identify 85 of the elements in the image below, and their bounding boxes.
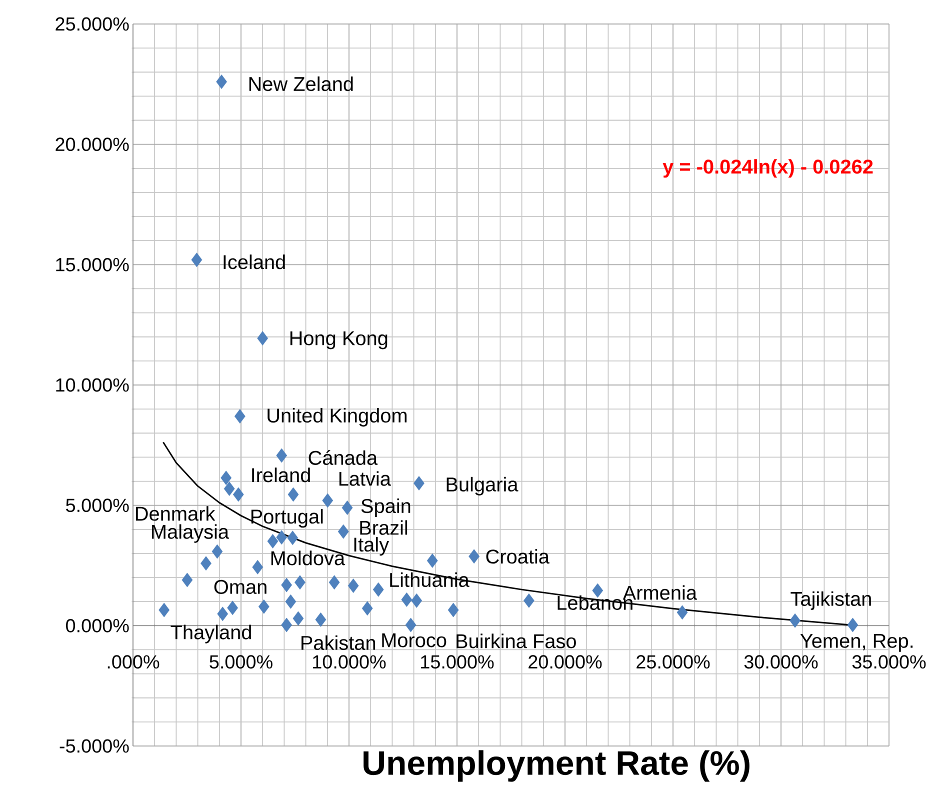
y-tick-label: -5.000%: [60, 739, 129, 753]
point: [292, 611, 304, 626]
annotation: Brazil: [360, 520, 408, 535]
point: [182, 572, 193, 588]
annotation: Iceland: [224, 254, 285, 270]
point: [322, 493, 334, 508]
point: [401, 592, 412, 607]
annotation: Tajikistan: [790, 591, 871, 610]
point: [276, 530, 288, 545]
point: [212, 544, 223, 559]
point: [342, 500, 353, 515]
point: [348, 578, 359, 593]
point: [338, 524, 349, 539]
point: [523, 593, 534, 608]
y-tick-label: 10.000%: [56, 378, 129, 392]
annotation: Lithuania: [390, 572, 470, 588]
point: [217, 606, 228, 622]
point: [426, 553, 438, 568]
annotation: Portugal: [251, 509, 323, 528]
x-tick-label: 5.000%: [210, 655, 272, 669]
annotation: Bulgaria: [446, 476, 518, 496]
annotation: Pakistan: [302, 635, 376, 650]
point: [414, 476, 424, 490]
point: [372, 582, 384, 597]
annotation: Yemen, Rep.: [800, 634, 913, 652]
point: [191, 252, 202, 268]
annotation: United Kingdom: [268, 408, 407, 427]
x-tick-label: 15.000%: [421, 655, 494, 669]
y-tick-label: 20.000%: [56, 138, 129, 152]
point: [276, 448, 288, 463]
point: [216, 74, 228, 89]
point: [676, 605, 688, 620]
point: [227, 600, 238, 616]
x-tick-label: 25.000%: [636, 655, 710, 669]
y-tick-label: 5.000%: [66, 498, 129, 512]
y-tick-label: 25.000%: [56, 17, 129, 31]
point: [411, 593, 422, 608]
annotation: Spain: [361, 498, 410, 518]
point: [405, 618, 416, 632]
point: [252, 560, 264, 574]
annotation: New Zeland: [249, 76, 353, 92]
point: [257, 331, 268, 346]
point: [224, 482, 235, 496]
point: [790, 613, 800, 628]
annotation: Denmark: [136, 506, 216, 521]
annotation: Croatia: [486, 549, 550, 564]
point: [285, 594, 296, 609]
point: [847, 618, 858, 632]
x-tick-label: 30.000%: [744, 655, 818, 669]
y-tick-label: 0.000%: [66, 618, 129, 632]
point: [315, 612, 326, 627]
point: [281, 618, 292, 632]
point: [200, 556, 212, 571]
point: [287, 530, 298, 546]
x-tick-label: .000%: [108, 655, 160, 669]
x-tick-label: 20.000%: [528, 655, 602, 669]
x-tick-label: 10.000%: [313, 655, 386, 669]
annotation: Moroco: [382, 633, 446, 648]
point: [294, 575, 306, 590]
annotation: Malaysia: [152, 524, 230, 543]
x-tick-label: 35.000%: [852, 655, 926, 669]
point: [468, 549, 480, 564]
annotation: y = -0.024ln(x) - 0.0262: [662, 159, 873, 178]
x-axis-title: Unemployment Rate (%): [364, 750, 750, 782]
point: [281, 578, 292, 592]
point: [267, 534, 278, 548]
point: [234, 409, 246, 424]
annotation: Latvia: [339, 471, 391, 486]
y-tick-label: 15.000%: [56, 258, 129, 272]
point: [220, 470, 232, 486]
annotation: Moldova: [271, 550, 346, 566]
annotation: Hong Kong: [290, 331, 388, 350]
annotation: Cánada: [308, 450, 378, 465]
annotation: Ireland: [252, 468, 310, 482]
point: [328, 575, 340, 590]
point: [232, 487, 244, 502]
annotation: Italy: [354, 537, 390, 556]
point: [448, 602, 459, 618]
point: [258, 599, 270, 614]
annotation: Buirkina Faso: [456, 634, 576, 648]
annotation: Thayland: [170, 624, 251, 644]
point: [158, 602, 170, 618]
point: [362, 601, 373, 616]
annotation: Oman: [214, 580, 266, 594]
point: [288, 487, 299, 502]
